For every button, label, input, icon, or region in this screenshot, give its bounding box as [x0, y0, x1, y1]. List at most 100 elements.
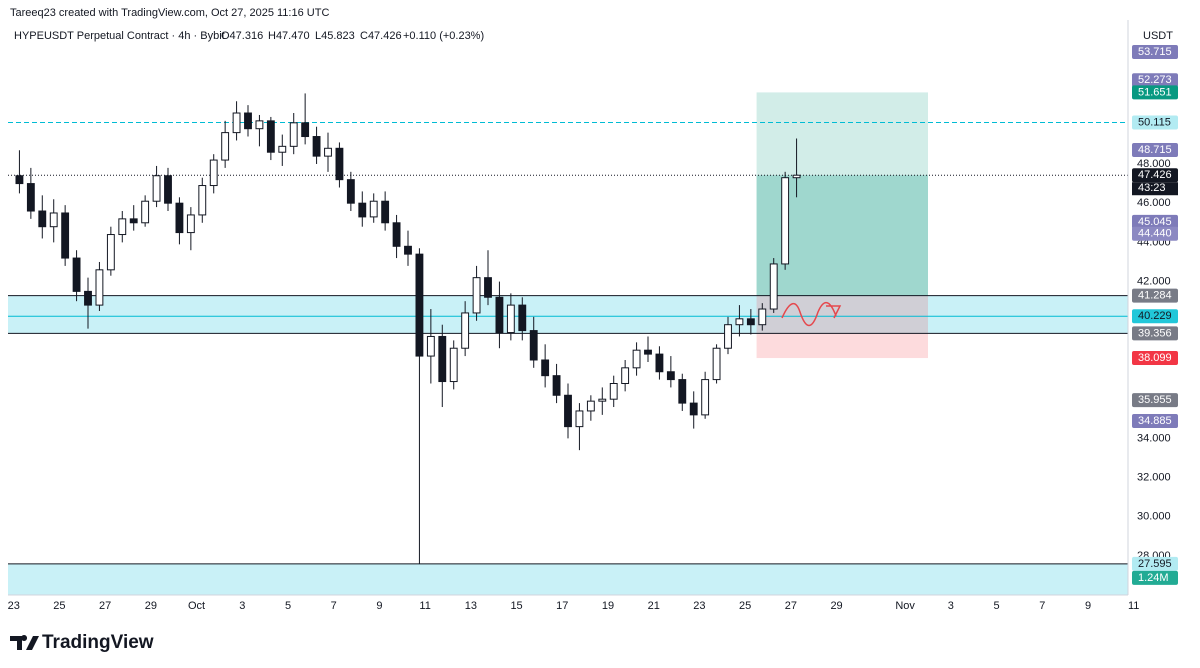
axis-unit: USDT	[1143, 30, 1173, 42]
price-label: 53.715	[1138, 46, 1172, 58]
candle-body	[278, 145, 287, 153]
candle-body	[141, 200, 150, 224]
candle-body	[186, 214, 195, 234]
candle-body	[49, 212, 58, 228]
y-tick-label: 46.000	[1137, 197, 1171, 209]
candle-body	[792, 174, 801, 179]
candle-body	[655, 353, 664, 373]
candle-body	[209, 159, 218, 187]
candle-body	[266, 120, 275, 153]
header: Tareeq23 created with TradingView.com, O…	[10, 7, 329, 19]
candle-body	[426, 335, 435, 357]
x-tick-label: 17	[556, 600, 568, 612]
candle-body	[758, 308, 767, 326]
candle-body	[38, 210, 47, 228]
candle-body	[495, 296, 504, 334]
y-tick-label: 42.000	[1137, 275, 1171, 287]
plot-area	[8, 92, 1128, 595]
ohlc-high: H47.470	[268, 30, 310, 42]
candle-body	[461, 312, 470, 349]
price-label: 35.955	[1138, 394, 1172, 406]
price-label-bg	[1132, 142, 1178, 157]
candle-body	[621, 367, 630, 385]
candle-body	[106, 234, 115, 271]
candle-body	[15, 175, 24, 185]
candle-body	[244, 112, 252, 130]
price-label-bg	[1132, 115, 1178, 130]
candle-body	[449, 347, 458, 383]
price-label-bg	[1132, 326, 1178, 341]
price-label: 47.426	[1138, 169, 1172, 181]
position-stop	[756, 295, 928, 359]
x-tick-label: 9	[376, 600, 382, 612]
price-label-bg	[1132, 73, 1178, 88]
candle-body	[701, 379, 710, 416]
candle-body	[129, 218, 138, 224]
candle-body	[312, 136, 321, 157]
price-label-bg	[1132, 556, 1178, 571]
price-label-bg	[1132, 44, 1178, 59]
candle-body	[781, 177, 790, 265]
volume-label: 1.24M	[1138, 572, 1169, 584]
x-tick-label: 11	[419, 600, 430, 612]
countdown: 43:23	[1138, 182, 1166, 194]
y-tick-label: 32.000	[1137, 471, 1171, 483]
x-tick-label: 25	[53, 600, 65, 612]
x-tick-label: 29	[830, 600, 842, 612]
candle-body	[26, 183, 35, 212]
brand-logo: TradingView	[10, 632, 154, 653]
candle-body	[232, 112, 241, 134]
x-tick-label: 23	[8, 600, 20, 612]
x-tick-label: 3	[948, 600, 954, 612]
x-tick-label: Oct	[188, 600, 205, 612]
candle-body	[369, 200, 378, 218]
price-label: 34.885	[1138, 415, 1172, 427]
candle-body	[392, 222, 401, 247]
candle-body	[346, 179, 355, 204]
candle-body	[712, 347, 721, 381]
candle-body	[61, 212, 70, 259]
price-label-bg	[1132, 214, 1178, 229]
candle-body	[152, 175, 161, 202]
candle-body	[506, 304, 515, 334]
candle-body	[324, 147, 332, 157]
candle-body	[564, 394, 572, 428]
ohlc-low: L45.823	[315, 30, 355, 42]
zone	[8, 295, 1128, 334]
x-tick-label: 15	[510, 600, 522, 612]
candle-body	[644, 349, 652, 355]
x-tick-label: 27	[99, 600, 111, 612]
candle-body	[484, 277, 492, 298]
x-tick-label: 23	[693, 600, 705, 612]
candle-body	[358, 202, 367, 218]
price-label: 51.651	[1138, 86, 1172, 98]
candle-body	[518, 304, 527, 332]
candle-body	[198, 185, 207, 216]
y-tick-label: 48.000	[1137, 158, 1171, 170]
candle-body	[689, 402, 698, 416]
brand-name: TradingView	[42, 632, 154, 653]
price-label-bg	[1132, 168, 1178, 183]
ohlc-open: O47.316	[221, 30, 263, 42]
candle-body	[632, 349, 641, 369]
candle-body	[335, 147, 344, 181]
candle-body	[575, 410, 584, 428]
x-tick-label: 7	[1039, 600, 1045, 612]
x-tick-label: 5	[285, 600, 291, 612]
candle-body	[541, 359, 550, 377]
candle-body	[95, 269, 104, 306]
candle-body	[472, 277, 481, 314]
price-label: 41.284	[1138, 290, 1172, 302]
price-label: 44.440	[1138, 228, 1172, 240]
price-label: 40.229	[1138, 310, 1172, 322]
zone	[8, 563, 1128, 595]
candle-body	[769, 263, 778, 310]
price-label: 50.115	[1138, 116, 1171, 128]
x-tick-label: Nov	[895, 600, 915, 612]
candle-body	[221, 132, 230, 161]
candle-body	[289, 122, 298, 147]
price-label: 38.099	[1138, 352, 1172, 364]
x-tick-label: 7	[331, 600, 337, 612]
candle-body	[84, 290, 92, 306]
